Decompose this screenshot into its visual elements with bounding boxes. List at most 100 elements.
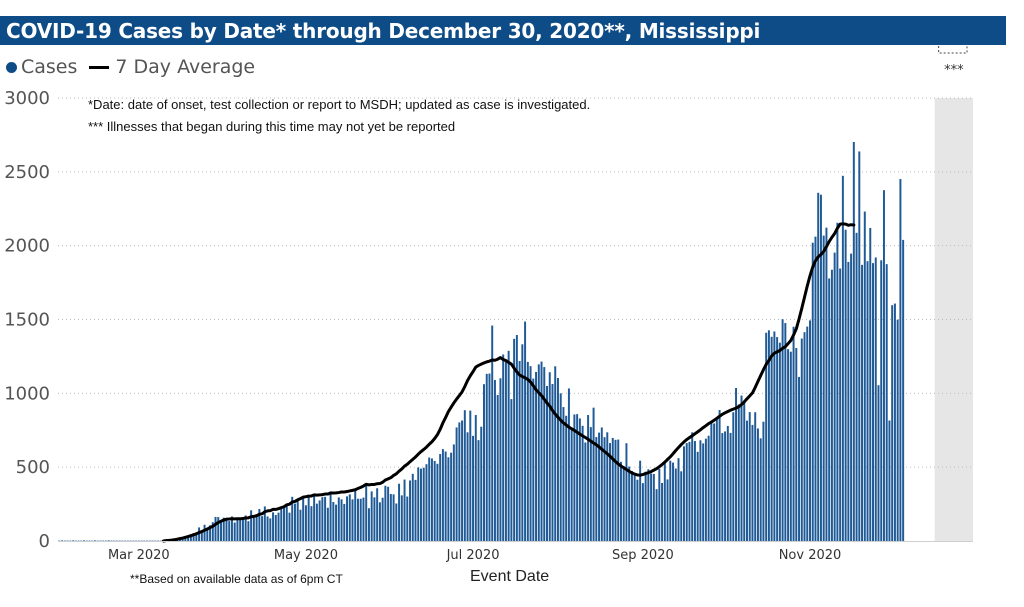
case-bar [737, 404, 740, 541]
case-bar [351, 499, 354, 541]
average-line [161, 222, 856, 543]
case-bar [321, 497, 324, 541]
case-bar [639, 460, 642, 541]
case-bar [732, 412, 735, 541]
case-bar [850, 253, 853, 541]
case-bar [521, 344, 524, 541]
case-bar [370, 491, 373, 541]
recent-period-label: *** [944, 63, 964, 78]
case-bar [852, 142, 855, 541]
case-bar [584, 442, 587, 541]
case-bar [529, 366, 532, 541]
average-line-group [161, 222, 856, 543]
case-bar [822, 235, 825, 541]
cases-legend-marker [6, 61, 17, 73]
case-bar [636, 479, 639, 541]
case-bar [469, 410, 472, 541]
case-bar [652, 473, 655, 541]
case-bar [556, 377, 559, 541]
case-bar [269, 518, 272, 541]
case-bar [696, 451, 699, 541]
case-bar [507, 350, 510, 541]
case-bar [247, 521, 250, 541]
case-bar [751, 424, 754, 541]
case-bar [107, 540, 110, 541]
case-bar [485, 373, 488, 541]
case-bar [417, 467, 420, 541]
case-bar [214, 516, 217, 541]
case-bar [567, 388, 570, 541]
case-bar [814, 236, 817, 541]
case-bar [765, 332, 768, 541]
case-bar [724, 431, 727, 541]
case-bar [578, 418, 581, 541]
case-bar [392, 494, 395, 541]
case-bar [439, 454, 442, 541]
x-tick-label: Mar 2020 [108, 548, 170, 563]
case-bar [828, 278, 831, 541]
case-bar [841, 175, 844, 541]
case-bar [784, 323, 787, 541]
case-bar [263, 506, 266, 541]
case-bar [510, 399, 513, 541]
case-bar [704, 438, 707, 541]
case-bar [817, 192, 820, 542]
date-footnote: *Date: date of onset, test collection or… [88, 97, 591, 112]
case-bar [420, 468, 422, 541]
cases-legend-label: Cases [21, 56, 78, 78]
case-bar [441, 449, 444, 541]
case-bar [244, 515, 247, 541]
case-bar [450, 452, 453, 541]
case-bar [433, 460, 436, 541]
case-bar [619, 461, 622, 541]
chart-title: COVID-19 Cases by Date* through December… [6, 19, 761, 43]
case-bar [302, 495, 305, 541]
case-bar [606, 432, 609, 541]
y-axis: 0 500 1000 1500 2000 2500 3000 [4, 88, 50, 552]
case-bar [288, 512, 291, 541]
case-bar [592, 407, 595, 541]
case-bar [241, 519, 244, 541]
case-bar [809, 320, 811, 541]
case-bar [496, 394, 499, 541]
case-bar [296, 499, 299, 541]
case-bar [376, 488, 379, 541]
case-bar [811, 242, 814, 541]
recent-period-shade [934, 98, 973, 541]
case-bar [466, 432, 469, 541]
case-bar [715, 417, 718, 541]
case-bar [461, 420, 464, 541]
case-bar [663, 460, 666, 541]
case-bar [436, 463, 439, 541]
case-bar [502, 354, 505, 541]
case-bar [220, 521, 222, 541]
case-bar [655, 489, 658, 541]
case-bar [217, 517, 220, 541]
case-bar [272, 512, 275, 541]
case-bar [332, 502, 335, 541]
case-bar [893, 303, 896, 541]
case-bar [554, 366, 557, 541]
case-bar [447, 457, 450, 541]
case-bar [211, 522, 214, 541]
case-bar [721, 433, 724, 541]
case-bar [743, 400, 746, 541]
case-bar [844, 229, 847, 541]
case-bar [872, 263, 874, 541]
case-bar [666, 479, 669, 541]
cases-bars [58, 142, 905, 542]
x-axis: Mar 2020 May 2020 Jul 2020 Sep 2020 Nov 2020 [58, 541, 973, 563]
case-bar [713, 423, 716, 541]
case-bar [283, 506, 285, 541]
y-tick-label: 500 [16, 457, 50, 478]
case-bar [236, 518, 239, 541]
case-bar [880, 260, 883, 541]
case-bar [422, 467, 425, 541]
case-bar [285, 505, 288, 541]
case-bar [603, 437, 606, 541]
case-bar [685, 443, 688, 541]
case-bar [861, 264, 864, 541]
case-bar [617, 439, 620, 541]
case-bar [452, 444, 455, 541]
case-bar [532, 378, 535, 541]
